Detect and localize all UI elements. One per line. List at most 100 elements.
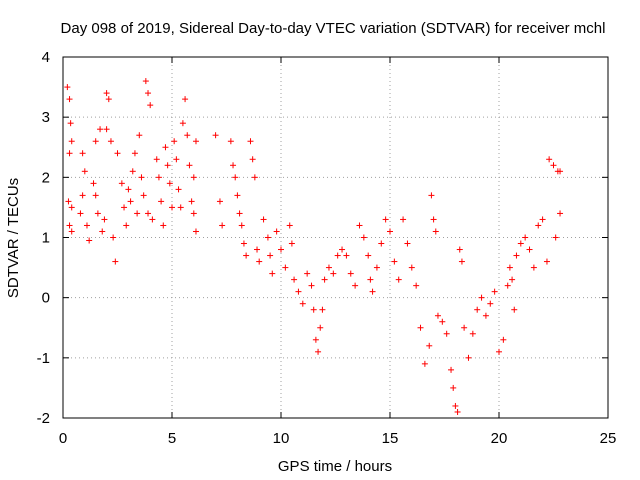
- y-tick-label: 4: [42, 49, 50, 66]
- data-point: [64, 84, 71, 91]
- data-point: [522, 234, 529, 241]
- data-point: [552, 234, 559, 241]
- data-point: [511, 306, 518, 313]
- data-point: [482, 312, 489, 319]
- data-point: [247, 138, 254, 145]
- data-point: [169, 204, 175, 211]
- data-point: [478, 294, 485, 301]
- y-tick-labels: -2 -1 0 1 2 3 4: [37, 49, 50, 427]
- data-point: [430, 216, 437, 223]
- data-point: [395, 276, 402, 283]
- data-point: [182, 96, 189, 103]
- y-tick-label: -1: [37, 350, 50, 367]
- data-point: [360, 234, 367, 241]
- data-point: [500, 336, 507, 343]
- data-point: [557, 168, 564, 175]
- grid: [63, 57, 608, 418]
- data-point: [465, 354, 472, 361]
- data-point: [378, 240, 385, 247]
- data-point: [504, 282, 511, 289]
- data-point: [264, 234, 271, 241]
- data-point: [145, 210, 152, 217]
- x-tick-label: 10: [273, 430, 290, 447]
- data-point: [404, 240, 411, 247]
- data-point: [308, 282, 315, 289]
- data-point: [343, 252, 350, 259]
- data-point: [469, 330, 476, 337]
- data-point: [254, 246, 261, 253]
- data-point: [136, 132, 143, 139]
- x-tick-labels: 0 5 10 15 20 25: [59, 430, 617, 447]
- data-point: [491, 288, 498, 295]
- data-point: [145, 90, 152, 97]
- data-point: [164, 162, 171, 169]
- data-point: [550, 162, 557, 169]
- data-point: [67, 120, 74, 127]
- data-point: [125, 186, 132, 193]
- data-point: [321, 276, 328, 283]
- data-point: [251, 174, 258, 181]
- data-point: [66, 222, 73, 229]
- data-point: [192, 138, 199, 145]
- data-point: [105, 96, 112, 103]
- data-point: [443, 330, 450, 337]
- data-point: [79, 150, 86, 157]
- data-point: [539, 216, 546, 223]
- data-point: [81, 168, 88, 175]
- data-point: [269, 270, 276, 277]
- data-point: [227, 138, 234, 145]
- data-series: [64, 78, 564, 415]
- data-point: [356, 222, 363, 229]
- data-point: [158, 198, 165, 205]
- data-point: [452, 402, 459, 409]
- data-point: [273, 228, 280, 235]
- y-tick-label: 1: [42, 230, 50, 247]
- data-point: [173, 156, 180, 163]
- data-point: [153, 156, 160, 163]
- data-point: [317, 324, 324, 331]
- data-point: [184, 132, 191, 139]
- data-point: [127, 198, 134, 205]
- data-point: [312, 336, 319, 343]
- data-point: [90, 180, 97, 187]
- data-point: [232, 174, 239, 181]
- data-point: [171, 138, 178, 145]
- data-point: [267, 252, 274, 259]
- data-point: [310, 306, 317, 313]
- data-point: [92, 192, 99, 199]
- data-point: [506, 264, 513, 271]
- y-tick-label: 3: [42, 109, 50, 126]
- data-point: [94, 210, 101, 217]
- data-point: [65, 198, 72, 205]
- data-point: [291, 276, 298, 283]
- data-point: [99, 228, 106, 235]
- data-point: [334, 252, 341, 259]
- data-point: [142, 78, 149, 85]
- data-point: [474, 306, 481, 313]
- data-point: [101, 216, 108, 223]
- data-point: [304, 270, 311, 277]
- data-point: [160, 222, 167, 229]
- data-point: [461, 324, 468, 331]
- data-point: [373, 264, 380, 271]
- data-point: [557, 210, 564, 217]
- data-point: [434, 312, 441, 319]
- data-point: [177, 204, 184, 211]
- data-point: [408, 264, 415, 271]
- data-point: [68, 138, 75, 145]
- data-point: [278, 246, 284, 253]
- data-point: [282, 264, 289, 271]
- data-point: [236, 210, 243, 217]
- data-point: [103, 90, 110, 97]
- data-point: [140, 192, 147, 199]
- x-axis-title: GPS time / hours: [278, 458, 392, 475]
- x-tick-label: 25: [600, 430, 617, 447]
- data-point: [230, 162, 237, 169]
- chart-title: Day 098 of 2019, Sidereal Day-to-day VTE…: [61, 20, 606, 37]
- data-point: [535, 222, 542, 229]
- data-point: [546, 156, 553, 163]
- x-tick-label: 15: [382, 430, 399, 447]
- data-point: [256, 258, 263, 265]
- data-point: [79, 192, 86, 199]
